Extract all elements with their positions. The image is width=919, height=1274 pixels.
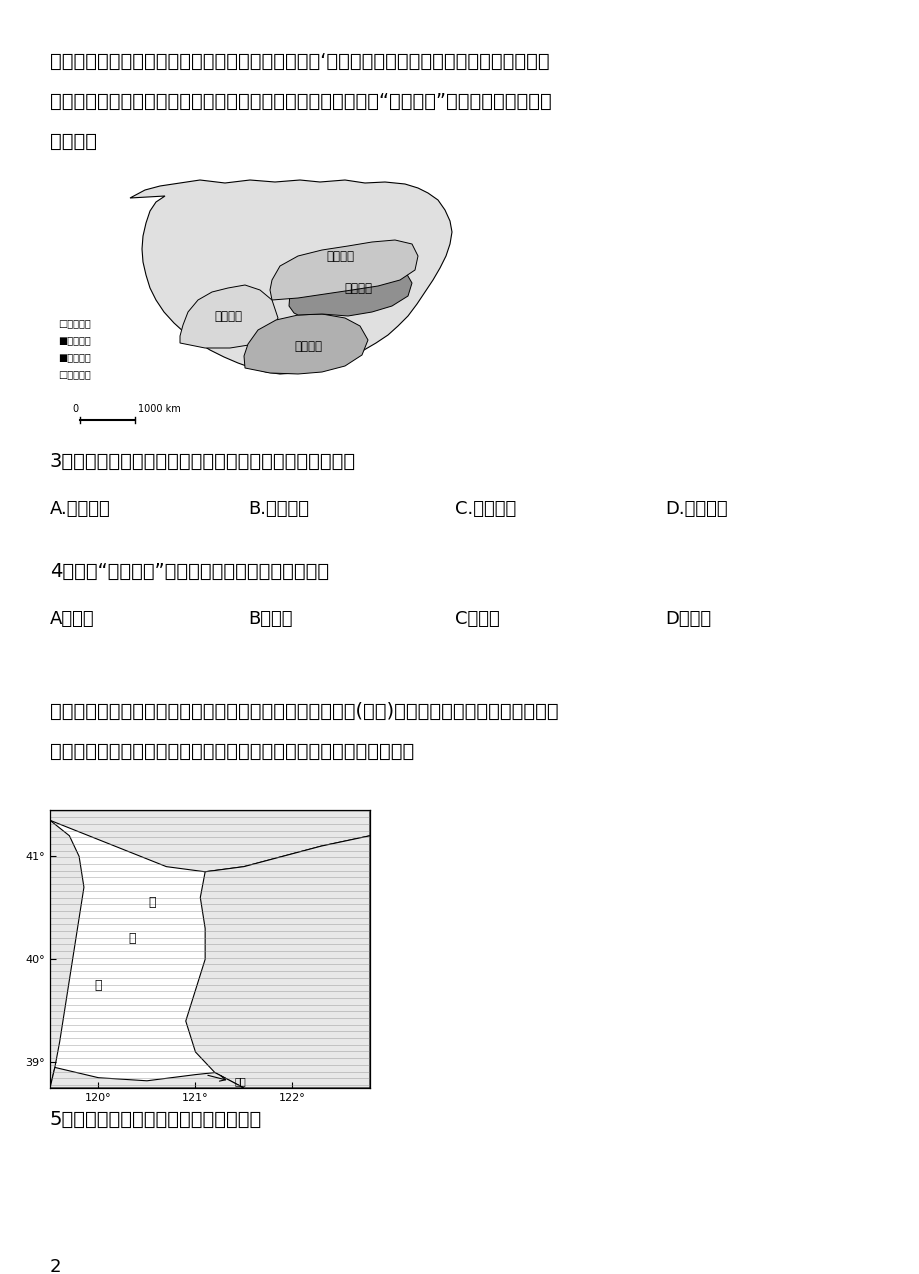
Text: B.西南茶区: B.西南茶区	[248, 499, 309, 519]
Polygon shape	[289, 262, 412, 316]
Text: 河流: 河流	[234, 1075, 245, 1085]
Text: □华南茶区: □华南茶区	[58, 369, 91, 378]
Polygon shape	[269, 240, 417, 299]
Text: 辽: 辽	[148, 896, 155, 910]
Text: 东: 东	[129, 933, 136, 945]
Polygon shape	[130, 180, 451, 375]
Text: 2: 2	[50, 1257, 62, 1274]
Text: 4．山东“南茶北引”种茶地的选择主要考虑的因素是: 4．山东“南茶北引”种茶地的选择主要考虑的因素是	[50, 562, 329, 581]
Text: 种茶的地形须选择在背风向阳半山坡，并把好三关：‘即播种质量关、出苗关和越冬关．目前山东: 种茶的地形须选择在背风向阳半山坡，并把好三关：‘即播种质量关、出苗关和越冬关．目…	[50, 52, 549, 71]
Text: 江南茶区: 江南茶区	[344, 282, 371, 294]
Text: 西南茶区: 西南茶区	[214, 310, 242, 322]
Polygon shape	[50, 1068, 244, 1088]
Text: A．气候: A．气候	[50, 610, 95, 628]
Text: 湾: 湾	[95, 978, 102, 991]
Text: 3．推测四大茶区中，生产年限长的古老茶树最多的茶区是: 3．推测四大茶区中，生产年限长的古老茶树最多的茶区是	[50, 452, 356, 471]
Text: 0: 0	[72, 404, 78, 414]
Text: 冰资源分布最多的海区，但目前仍未大规模开发，据此完成下面小题。: 冰资源分布最多的海区，但目前仍未大规模开发，据此完成下面小题。	[50, 741, 414, 761]
Text: D.江北茶区: D.江北茶区	[664, 499, 727, 519]
Text: ■江南茶区: ■江南茶区	[58, 352, 91, 362]
Polygon shape	[180, 285, 278, 348]
Text: 江北茶区: 江北茶区	[325, 250, 354, 262]
Polygon shape	[50, 810, 369, 1088]
Text: □西南茶区: □西南茶区	[58, 318, 91, 327]
Polygon shape	[186, 836, 369, 1088]
Text: 5．辽东湾海面冬季易结冰的主要原因有: 5．辽东湾海面冬季易结冰的主要原因有	[50, 1110, 262, 1129]
Text: C.江南茶区: C.江南茶区	[455, 499, 516, 519]
Text: C．土壤: C．土壤	[455, 610, 499, 628]
Text: 华南茶区: 华南茶区	[294, 339, 322, 353]
Polygon shape	[50, 820, 84, 1088]
Text: A.华南茶区: A.华南茶区	[50, 499, 110, 519]
Polygon shape	[50, 810, 369, 871]
Text: 1000 km: 1000 km	[138, 404, 180, 414]
Text: D．水源: D．水源	[664, 610, 710, 628]
Polygon shape	[244, 313, 368, 375]
Text: 列各题。: 列各题。	[50, 132, 96, 152]
Text: B．地形: B．地形	[248, 610, 292, 628]
Text: 海水含盐量接近淡水，适当处理后可作为淡水资源。辽东湾(如图)是我国水温最低、冰情最重、海: 海水含盐量接近淡水，适当处理后可作为淡水资源。辽东湾(如图)是我国水温最低、冰情…	[50, 702, 558, 721]
Text: 海滨地区青岛、日照是山东绿茶最主要生产基地．下图示意我国“四大茶区”的分布．据此完成下: 海滨地区青岛、日照是山东绿茶最主要生产基地．下图示意我国“四大茶区”的分布．据此…	[50, 92, 551, 111]
Text: ■江北茶区: ■江北茶区	[58, 335, 91, 345]
